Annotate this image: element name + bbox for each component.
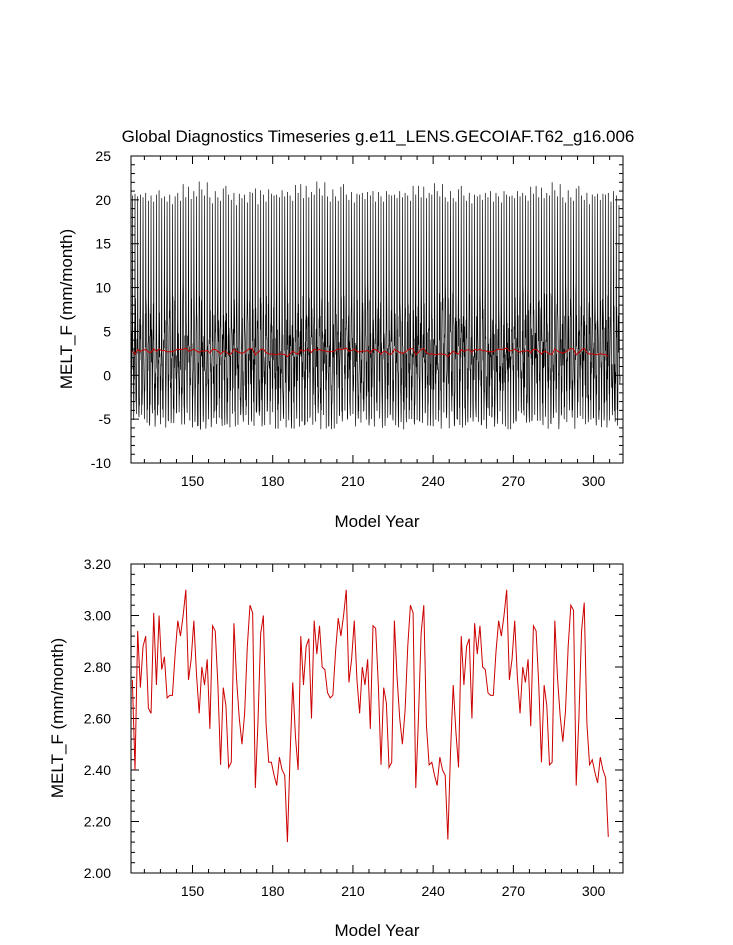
chart-bottom: 150 180 210 240 270 300 2.00 2.20 2.40 2.60 2.80 3.…	[48, 556, 624, 940]
chart-bottom-x-tick-label: 210	[341, 883, 365, 899]
chart-top-x-axis-label: Model Year	[334, 512, 419, 531]
chart-top-y-tick-label: 20	[95, 192, 111, 208]
chart-top-x-tick-label: 150	[181, 473, 205, 489]
chart-top: Global Diagnostics Timeseries g.e11_LENS…	[57, 127, 634, 531]
chart-top-x-tick-label: 180	[261, 473, 285, 489]
chart-top-x-tick-label: 240	[421, 473, 445, 489]
chart-bottom-x-tick-label: 300	[582, 883, 606, 899]
chart-bottom-x-axis-label: Model Year	[334, 921, 419, 940]
chart-top-y-tick-label: -5	[99, 411, 112, 427]
chart-top-y-tick-label: 15	[95, 236, 111, 252]
chart-bottom-y-tick-label: 2.80	[84, 659, 111, 675]
chart-bottom-series-annual-mean-line	[131, 589, 609, 843]
chart-bottom-y-axis-label: MELT_F (mm/month)	[48, 638, 67, 798]
chart-bottom-y-tick-label: 2.00	[84, 865, 111, 881]
chart-top-plot-area: 150 180 210 240 270 300 -10 -5 0 5 10 15 20 25	[91, 148, 624, 489]
chart-bottom-x-tick-label: 240	[421, 883, 445, 899]
chart-top-y-tick-label: 25	[95, 148, 111, 164]
chart-top-y-axis-label: MELT_F (mm/month)	[57, 229, 76, 389]
chart-top-x-tick-label: 300	[582, 473, 606, 489]
chart-bottom-x-tick-label: 150	[181, 883, 205, 899]
chart-top-series-annual-mean-line	[131, 347, 609, 358]
chart-top-frame	[130, 155, 624, 464]
chart-top-x-tick-label: 210	[341, 473, 365, 489]
chart-top-y-tick-label: 10	[95, 280, 111, 296]
chart-top-y-tick-label: 5	[103, 323, 111, 339]
chart-bottom-y-tick-label: 3.00	[84, 608, 111, 624]
chart-bottom-y-tick-label: 2.40	[84, 762, 111, 778]
chart-bottom-frame	[130, 563, 624, 874]
chart-top-title: Global Diagnostics Timeseries g.e11_LENS…	[122, 127, 635, 146]
chart-bottom-plot-area: 150 180 210 240 270 300 2.00 2.20 2.40 2.60 2.80 3.…	[84, 556, 624, 899]
chart-bottom-y-tick-label: 2.20	[84, 814, 111, 830]
chart-top-series-monthly-line	[130, 181, 621, 430]
chart-top-y-tick-label: -10	[91, 455, 111, 471]
chart-top-x-tick-label: 270	[502, 473, 526, 489]
chart-bottom-y-tick-label: 2.60	[84, 711, 111, 727]
chart-bottom-x-tick-label: 180	[261, 883, 285, 899]
chart-bottom-x-tick-label: 270	[502, 883, 526, 899]
chart-bottom-y-tick-label: 3.20	[84, 556, 111, 572]
chart-top-y-tick-label: 0	[103, 367, 111, 383]
